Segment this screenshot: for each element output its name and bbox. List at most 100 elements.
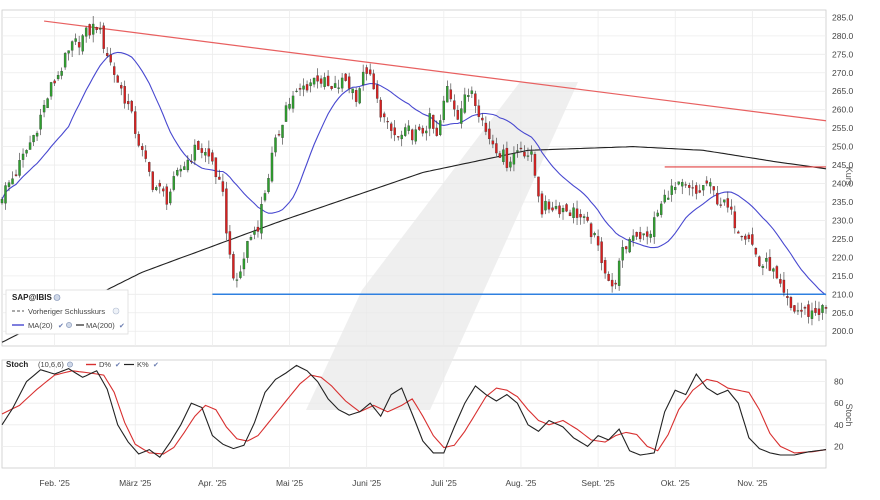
candle-body: [316, 75, 319, 82]
candle-body: [382, 113, 386, 118]
candle-body: [561, 208, 565, 213]
candle-body: [726, 198, 730, 208]
price-tick-label: 210.0: [832, 289, 854, 299]
candle-body: [621, 247, 624, 261]
candle-body: [319, 78, 323, 84]
candle-body: [586, 216, 589, 221]
candle-body: [716, 192, 719, 205]
candle-body: [127, 101, 130, 105]
candles: [0, 15, 828, 326]
candle-body: [470, 90, 474, 94]
candle-body: [512, 153, 516, 165]
candle-body: [796, 310, 800, 312]
candle-body: [688, 185, 691, 188]
candle-body: [544, 200, 547, 211]
legend-ma20-settings-icon[interactable]: [66, 322, 72, 328]
candle-body: [558, 205, 561, 215]
candle-body: [702, 185, 705, 191]
x-tick-label: Aug. '25: [505, 478, 536, 488]
x-tick-label: Mai '25: [276, 478, 303, 488]
candle-body: [91, 23, 95, 35]
candle-body: [523, 151, 526, 157]
candle-body: [134, 111, 137, 134]
stoch-tick-label: 80: [834, 377, 844, 387]
x-tick-label: Juni '25: [352, 478, 381, 488]
candle-body: [575, 208, 579, 218]
candle-body: [730, 206, 733, 210]
candle-body: [723, 199, 726, 203]
candle-body: [333, 83, 337, 88]
candle-body: [21, 153, 25, 160]
candle-body: [95, 27, 98, 31]
candle-body: [74, 38, 77, 42]
candle-body: [631, 235, 635, 241]
candle-body: [379, 99, 382, 118]
ma200-line: [1, 146, 827, 343]
stoch-settings-icon[interactable]: [67, 361, 73, 368]
ma20-line: [1, 51, 827, 296]
candle-body: [652, 217, 656, 237]
legend-ma200-check-icon[interactable]: ✔: [119, 323, 125, 330]
candle-body: [151, 171, 154, 190]
candle-body: [607, 273, 610, 281]
candle-body: [519, 147, 523, 150]
candle-body: [137, 134, 140, 146]
candle-body: [60, 70, 63, 76]
price-tick-label: 280.0: [832, 31, 854, 41]
legend-symbol-settings-icon[interactable]: [53, 294, 61, 301]
candle-body: [176, 169, 179, 176]
candle-body: [432, 114, 435, 129]
stoch-d-check-icon[interactable]: ✔: [115, 362, 121, 369]
candle-body: [169, 191, 172, 204]
stoch-k-check-icon[interactable]: ✔: [153, 362, 159, 369]
stoch-legend-k: K%: [137, 360, 149, 369]
candle-body: [663, 194, 666, 203]
price-tick-label: 240.0: [832, 179, 854, 189]
price-tick-label: 205.0: [832, 308, 854, 318]
candle-body: [148, 162, 151, 172]
candle-body: [789, 297, 793, 308]
candle-body: [298, 88, 302, 90]
candle-body: [358, 88, 361, 104]
candle-body: [228, 231, 232, 255]
axes: 200.0 205.0 210.0 215.0 220.0 225.0 230.0 235.0…: [39, 12, 853, 488]
price-tick-label: 250.0: [832, 142, 854, 152]
candle-body: [337, 87, 340, 89]
candle-body: [11, 178, 14, 185]
candle-body: [204, 152, 207, 156]
candle-body: [386, 121, 389, 123]
candle-body: [256, 226, 260, 232]
candle-body: [221, 181, 225, 192]
legend-prev-close-icon[interactable]: [112, 307, 120, 315]
candle-body: [705, 180, 708, 184]
candle-body: [312, 77, 316, 85]
candle-body: [330, 86, 333, 89]
candle-body: [179, 168, 183, 172]
candle-body: [642, 233, 645, 236]
candle-body: [674, 187, 677, 191]
stochastic-lines: [1, 364, 827, 458]
candle-body: [39, 114, 42, 130]
resistance-trendline[interactable]: [44, 20, 827, 122]
stoch-legend: Stoch (10,6,6) D% ✔ K% ✔: [6, 360, 159, 369]
candle-body: [793, 305, 796, 312]
candle-body: [414, 129, 417, 142]
candle-body: [481, 117, 484, 121]
candle-body: [709, 182, 712, 187]
x-tick-label: Sept. '25: [581, 478, 615, 488]
candle-body: [747, 234, 751, 240]
candle-body: [782, 279, 786, 293]
candle-body: [698, 190, 701, 193]
candle-body: [582, 216, 586, 218]
price-tick-label: 275.0: [832, 49, 854, 59]
candle-body: [498, 153, 502, 158]
x-tick-label: Nov. '25: [737, 478, 768, 488]
legend-ma20-check-icon[interactable]: ✔: [58, 323, 64, 330]
candle-body: [242, 258, 246, 270]
candle-body: [505, 147, 509, 168]
candle-body: [677, 181, 680, 185]
price-tick-label: 255.0: [832, 123, 854, 133]
candle-body: [407, 125, 410, 131]
candle-body: [70, 41, 74, 51]
candle-body: [63, 53, 67, 68]
